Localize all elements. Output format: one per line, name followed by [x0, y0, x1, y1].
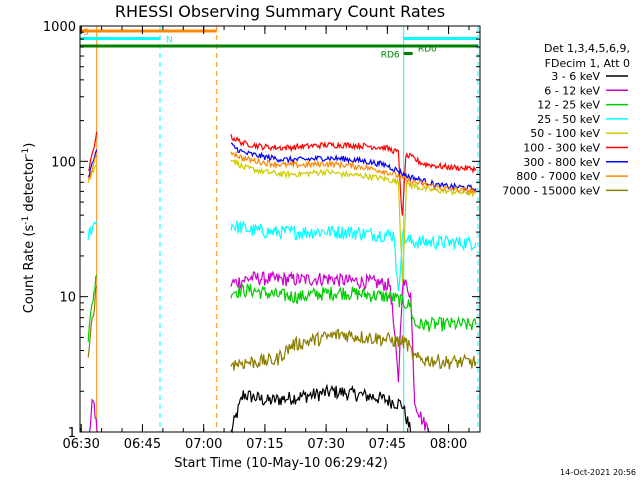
axes: 06:30 06:45 07:00 07:15 07:30 07:45 08:00 1 10 10…	[43, 20, 481, 452]
series-2	[87, 274, 477, 342]
series-line-5-1	[230, 133, 477, 216]
axes-frame	[79, 25, 481, 433]
instrument-state-bars: S N RD6 RD0	[80, 26, 479, 432]
y-axis-label-sup1: -1	[21, 216, 31, 225]
y-tick-label-0: 1	[68, 426, 76, 441]
series-line-2-1	[230, 282, 477, 332]
x-axis-label: Start Time (10-May-10 06:29:42)	[174, 456, 388, 471]
y-axis-label-mid: detector	[22, 156, 37, 216]
footer-timestamp: 14-Oct-2021 20:56	[560, 468, 636, 477]
x-tick-label-3: 07:15	[246, 437, 283, 452]
legend-header-0: Det 1,3,4,5,6,9,	[544, 42, 630, 55]
legend-label-7: 800 - 7000 keV	[516, 170, 600, 183]
chart-title: RHESSI Observing Summary Count Rates	[115, 2, 445, 21]
series-line-6-1	[230, 142, 477, 193]
series-line-1-0	[88, 398, 98, 433]
legend-label-6: 300 - 800 keV	[523, 156, 600, 169]
legend-label-3: 25 - 50 keV	[537, 113, 600, 126]
y-axis-label-end: )	[22, 143, 37, 148]
legend-label-0: 3 - 6 keV	[551, 70, 600, 83]
series-line-8-1	[230, 328, 477, 371]
state-label-0: S	[83, 28, 89, 38]
state-label-5: RD0	[418, 45, 437, 55]
plot-background	[80, 26, 480, 432]
y-tick-label-3: 1000	[43, 20, 76, 35]
legend-header-1: FDecim 1, Att 0	[545, 57, 630, 70]
x-tick-label-5: 07:45	[369, 437, 406, 452]
series-line-7-1	[230, 150, 477, 196]
legend-label-2: 12 - 25 keV	[537, 99, 600, 112]
state-label-4: RD6	[381, 51, 400, 61]
x-tick-label-4: 07:30	[307, 437, 344, 452]
legend-label-8: 7000 - 15000 keV	[502, 184, 600, 197]
series-1	[88, 270, 431, 433]
legend: Det 1,3,4,5,6,9, FDecim 1, Att 03 - 6 keV…	[502, 42, 630, 197]
series-line-7-0	[87, 155, 98, 181]
series-6	[87, 142, 477, 193]
x-tick-label-2: 07:00	[185, 437, 222, 452]
x-tick-label-1: 06:45	[124, 437, 161, 452]
series-line-5-0	[87, 131, 98, 172]
series-line-0-0	[230, 383, 412, 434]
x-tick-label-0: 06:30	[62, 437, 99, 452]
series-layer	[87, 131, 477, 434]
series-7	[87, 150, 477, 196]
series-3	[87, 220, 477, 292]
series-0	[230, 383, 412, 434]
series-5	[87, 131, 477, 216]
y-tick-label-2: 100	[51, 155, 76, 170]
y-axis-label: Count Rate (s-1 detector-1)	[21, 143, 37, 314]
series-line-2-0	[87, 274, 98, 342]
series-line-3-1	[230, 220, 477, 292]
series-line-8-0	[87, 285, 98, 358]
x-tick-label-6: 08:00	[430, 437, 467, 452]
series-line-6-0	[87, 149, 98, 179]
y-axis-label-main: Count Rate (s	[22, 225, 37, 314]
plot-area	[80, 26, 480, 432]
state-label-1: N	[166, 36, 173, 46]
series-line-3-0	[87, 221, 98, 240]
legend-label-4: 50 - 100 keV	[530, 127, 600, 140]
y-tick-label-1: 10	[59, 291, 76, 306]
legend-label-1: 6 - 12 keV	[544, 84, 600, 97]
y-axis-label-sup2: -1	[21, 148, 31, 157]
series-line-1-1	[230, 270, 431, 433]
legend-label-5: 100 - 300 keV	[523, 142, 600, 155]
series-8	[87, 285, 477, 371]
